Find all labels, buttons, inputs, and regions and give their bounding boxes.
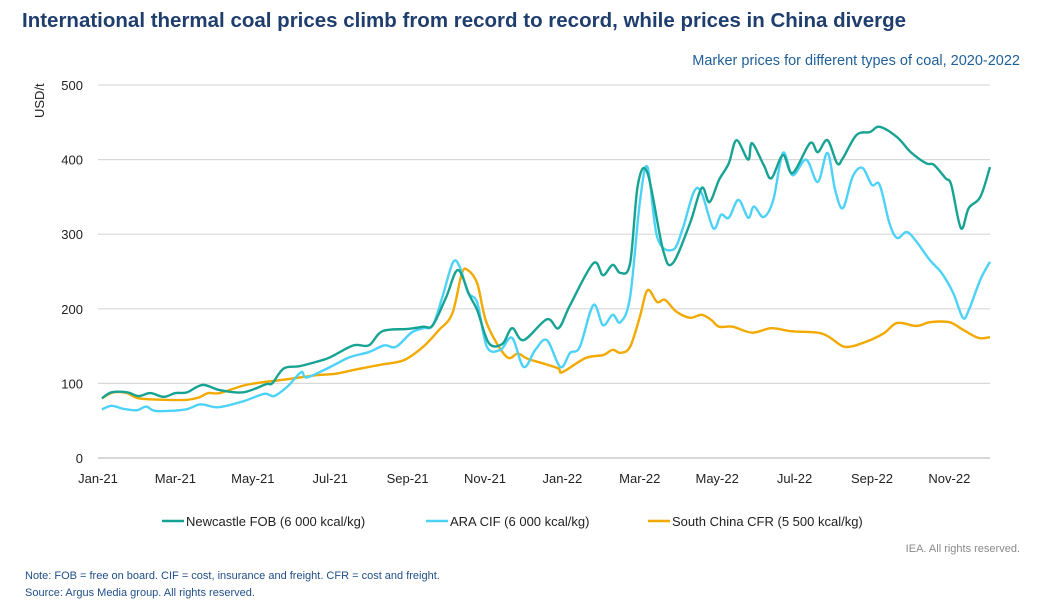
x-tick-label: Nov-22 [928,471,970,486]
y-axis-label: USD/t [32,83,47,118]
rights-notice: IEA. All rights reserved. [905,543,1020,555]
footnote: Note: FOB = free on board. CIF = cost, i… [25,570,440,582]
y-tick-label: 100 [61,376,83,391]
y-tick-label: 200 [61,302,83,317]
x-tick-label: Jan-22 [543,471,583,486]
series-line-1 [101,151,992,413]
x-tick-label: Jan-21 [78,471,118,486]
legend: Newcastle FOB (6 000 kcal/kg) ARA CIF (6 … [162,514,863,529]
x-tick-label: Mar-22 [619,471,660,486]
series-line-0 [101,125,992,400]
chart-title: International thermal coal prices climb … [22,9,907,32]
x-tick-label: Jul-22 [777,471,812,486]
y-tick-label: 0 [76,451,83,466]
series-line-2 [101,267,991,402]
y-tick-label: 300 [61,227,83,242]
x-tick-label: Sep-22 [851,471,893,486]
legend-label: Newcastle FOB (6 000 kcal/kg) [186,514,365,529]
y-tick-label: 400 [61,153,83,168]
legend-label: ARA CIF (6 000 kcal/kg) [450,514,589,529]
chart-subtitle: Marker prices for different types of coa… [692,53,1020,69]
x-tick-label: Nov-21 [464,471,506,486]
x-tick-label: May-22 [695,471,738,486]
x-tick-label: Sep-21 [387,471,429,486]
x-tick-label: Jul-21 [312,471,347,486]
x-tick-label: Mar-21 [155,471,196,486]
source-note: Source: Argus Media group. All rights re… [25,587,255,599]
y-tick-label: 500 [61,78,83,93]
x-tick-label: May-21 [231,471,274,486]
legend-label: South China CFR (5 500 kcal/kg) [672,514,863,529]
